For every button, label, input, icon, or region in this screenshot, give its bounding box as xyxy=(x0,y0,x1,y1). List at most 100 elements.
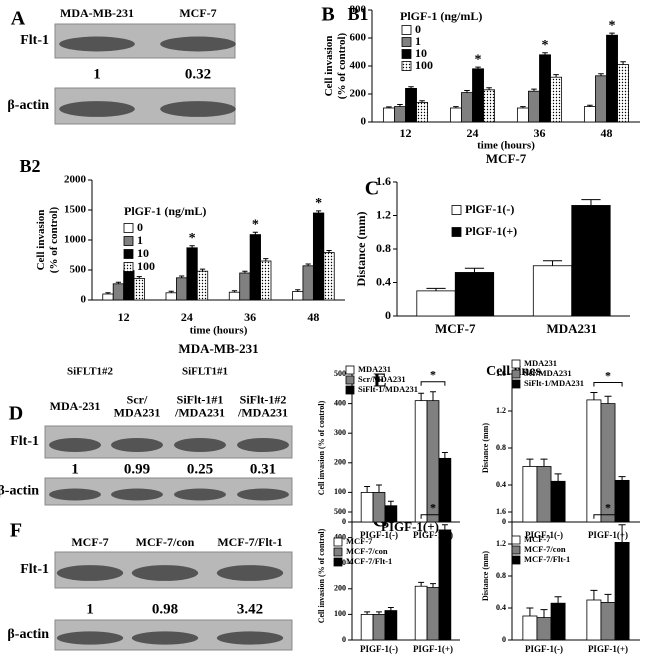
y-tick-label: 0.8 xyxy=(496,443,506,452)
sirna-label: SiFLT1#2 xyxy=(67,366,114,378)
sirna-label: SiFLT1#1 xyxy=(182,366,228,378)
bar xyxy=(414,585,428,641)
y-tick-label: 200 xyxy=(350,88,367,100)
error-bar xyxy=(168,290,174,293)
error-bar xyxy=(618,476,626,481)
bar xyxy=(323,252,335,301)
error-bar xyxy=(199,268,206,272)
error-bar xyxy=(540,609,548,618)
bar xyxy=(302,265,314,301)
legend-label: SiFlt-1/MDA231 xyxy=(358,384,418,394)
bar xyxy=(133,277,145,301)
y-tick-label: 1.6 xyxy=(496,507,506,516)
row-label: Flt-1 xyxy=(20,33,49,48)
panel-label: A xyxy=(11,8,26,30)
error-bar xyxy=(620,61,626,65)
legend-label: MCF-7/con xyxy=(524,544,566,554)
column-label: MCF-7 xyxy=(71,535,108,549)
annotation: PIGF-1(+) xyxy=(381,519,439,534)
blot-band xyxy=(237,437,289,453)
y-tick-label: 0 xyxy=(385,308,391,322)
bracket xyxy=(593,514,623,519)
y-tick-label: 100 xyxy=(334,487,346,496)
error-bar xyxy=(305,263,311,266)
bar xyxy=(606,34,618,123)
x-axis-label: time (hours) xyxy=(190,325,248,337)
error-bar xyxy=(554,596,562,604)
error-bar xyxy=(242,270,248,273)
bar xyxy=(372,491,386,523)
blot-band xyxy=(56,565,124,581)
blot-band xyxy=(131,565,199,581)
legend-label: SiFlt-1/MDA231 xyxy=(524,378,584,388)
bar xyxy=(394,106,406,123)
error-bar xyxy=(376,611,382,615)
bracket xyxy=(593,382,623,387)
bracket-label: * xyxy=(430,368,436,382)
legend-title: PlGF-1 (ng/mL) xyxy=(400,9,482,23)
panel-label: C xyxy=(365,178,379,200)
row-label: β-actin xyxy=(7,627,49,642)
error-bar xyxy=(386,106,392,108)
legend-label: PlGF-1(-) xyxy=(465,202,514,216)
legend-swatch xyxy=(451,227,462,237)
y-tick-label: 0.4 xyxy=(496,603,506,612)
y-tick-label: 400 xyxy=(334,398,346,407)
bar xyxy=(292,291,304,301)
bar xyxy=(550,480,566,523)
legend-label: 0 xyxy=(137,220,143,234)
bar xyxy=(483,89,496,123)
legend-swatch xyxy=(123,249,134,259)
y-tick-label: 500 xyxy=(334,507,346,516)
column-label: MDA-MB-231 xyxy=(60,6,134,20)
error-bar xyxy=(542,260,563,266)
error-bar xyxy=(598,73,604,76)
blot-band xyxy=(174,437,226,453)
error-bar xyxy=(453,106,459,108)
subpanel-label: B1 xyxy=(347,4,368,24)
y-tick-label: 1.2 xyxy=(376,207,391,221)
legend-swatch xyxy=(511,369,521,379)
x-tick-label: 48 xyxy=(601,126,613,140)
y-axis-label: Distance (mm) xyxy=(481,551,490,601)
y-axis-label: Distance (mm) xyxy=(481,423,490,473)
y-tick-label: 400 xyxy=(350,60,367,72)
y-tick-label: 500 xyxy=(70,264,87,276)
bar xyxy=(176,277,188,301)
bracket xyxy=(420,514,446,519)
error-bar xyxy=(542,52,548,55)
x-tick-label: 24 xyxy=(181,310,193,324)
column-label: MDA231 xyxy=(114,405,161,419)
bar xyxy=(532,265,573,317)
significance: * xyxy=(315,196,322,211)
column-label: SiFlt-1#1 xyxy=(177,392,224,406)
bar xyxy=(360,614,374,641)
bar xyxy=(416,290,456,317)
blot-band xyxy=(237,488,289,501)
bar xyxy=(536,617,552,641)
bar xyxy=(617,64,630,123)
error-bar xyxy=(464,267,485,273)
bar xyxy=(583,106,596,123)
bar xyxy=(228,291,241,301)
legend-swatch xyxy=(511,555,521,565)
x-tick-label: 24 xyxy=(467,126,479,140)
column-label: /MDA231 xyxy=(237,405,288,419)
x-tick-label: PIGF-1(-) xyxy=(525,644,563,654)
legend-label: Scr/MDA231 xyxy=(358,374,406,384)
legend-swatch xyxy=(333,547,343,557)
bar xyxy=(416,102,429,123)
bar xyxy=(438,457,452,523)
error-bar xyxy=(252,231,258,235)
legend-label: 0 xyxy=(415,22,421,36)
legend-label: MDA231 xyxy=(358,364,391,374)
error-bar xyxy=(387,606,394,611)
legend-label: 10 xyxy=(415,46,427,60)
error-bar xyxy=(426,287,446,291)
legend-label: MDA231 xyxy=(524,358,557,368)
legend-label: MCF-7 xyxy=(346,536,373,546)
legend-label: 1 xyxy=(415,34,421,48)
legend-label: 100 xyxy=(415,58,433,72)
blot-band xyxy=(59,36,135,52)
